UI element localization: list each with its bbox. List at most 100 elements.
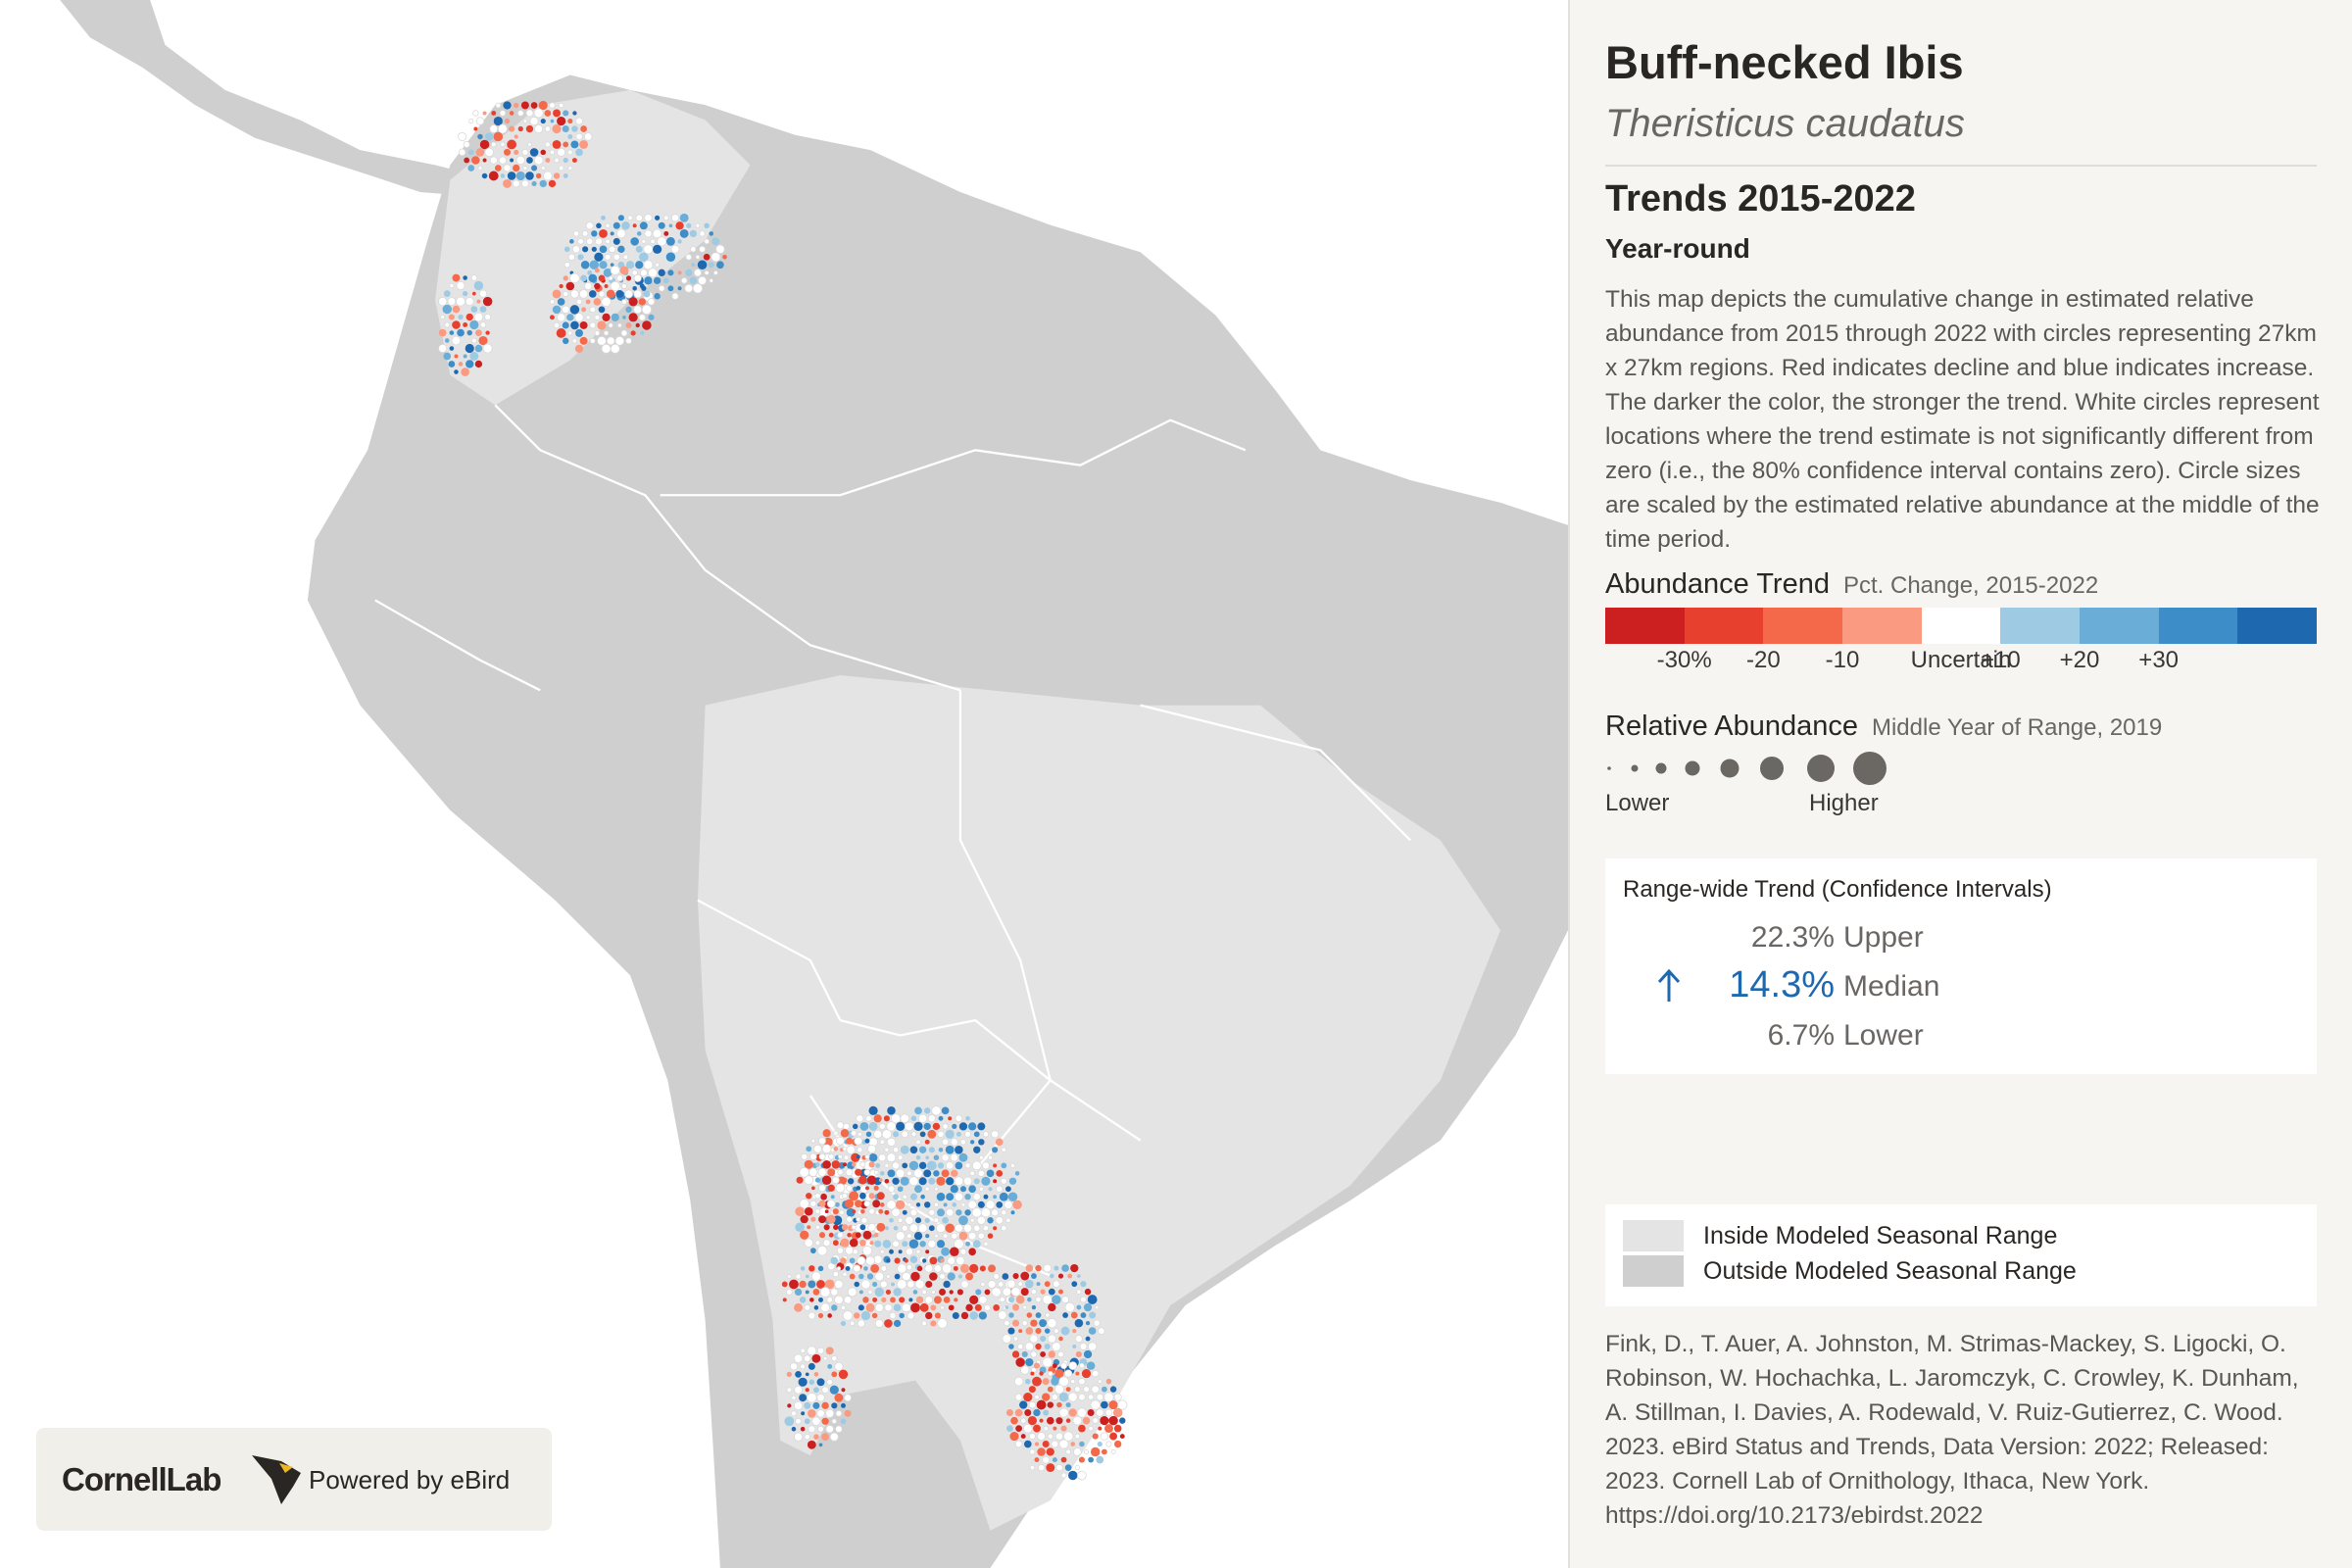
trend-dot [855,1232,861,1239]
trend-dot [791,1395,797,1400]
trend-dot [643,244,654,255]
trend-dot [477,166,483,171]
trend-dot [967,1200,977,1209]
trend-dot [1087,1409,1095,1417]
trend-dot [570,140,579,149]
trend-dot [991,1287,1002,1298]
trend-dot [490,141,497,148]
trend-dot [832,1208,839,1215]
trend-dot [867,1144,877,1153]
trend-dot [933,1296,942,1304]
trend-dot [1101,1386,1107,1393]
trend-dot [992,1147,999,1153]
trend-dot [552,289,562,299]
trend-dot [934,1233,939,1239]
trend-dot [856,1216,861,1222]
trend-dot [1058,1289,1063,1295]
trend-dot [897,1217,904,1223]
trend-dot [842,1147,848,1152]
trend-dot [648,268,659,278]
trend-dot [517,125,523,132]
trend-dot [1085,1336,1091,1342]
arrow-path [1657,968,1681,1002]
trend-dot [817,1425,824,1433]
trend-dot [443,352,452,361]
trend-dot [847,1178,855,1185]
trend-dot [1087,1394,1095,1400]
trend-dot [942,1233,949,1240]
trend-dot [1104,1408,1113,1417]
inside-swatch [1623,1220,1684,1251]
trend-dot [500,141,506,147]
trend-dot [709,231,714,236]
trend-dot [1062,1312,1068,1318]
trend-dot [905,1215,914,1225]
trend-dot [976,1215,986,1225]
trend-dot [826,1379,833,1386]
trend-dot [941,1263,953,1274]
trend-dot [879,1171,885,1176]
trend-dot [811,1353,821,1363]
trend-dot [930,1304,937,1311]
trend-dot [1006,1279,1016,1289]
trend-dot [644,276,653,285]
trend-dot [842,1122,851,1130]
trend-dot [906,1233,912,1240]
trend-dot [933,1217,940,1224]
trend-dot [849,1191,859,1201]
trend-dot [1012,1303,1020,1311]
trend-dot [648,314,655,320]
trend-dot [690,246,697,253]
trend-dot [606,336,615,346]
divider [1605,165,2317,167]
trend-dot [1108,1399,1118,1410]
trend-dot [438,296,448,307]
trend-dot [873,1129,883,1139]
trend-dot [697,260,708,270]
trend-dot [438,344,448,354]
trend-dot [1039,1319,1048,1328]
trend-dot [936,1240,946,1249]
trend-dot [567,166,573,171]
trend-dot [658,284,665,292]
trend-dot [715,244,725,254]
trend-dot [1009,1431,1019,1442]
trend-dot [910,1302,920,1313]
trend-dot [831,1160,841,1169]
trend-dot [509,111,514,116]
trend-dot [1086,1361,1096,1370]
trend-dot [881,1297,887,1302]
trend-dot [712,270,718,275]
trend-dot [1079,1441,1085,1447]
trend-dot [856,1114,864,1123]
trend-dot [927,1239,937,1249]
trend-dot [1033,1362,1041,1369]
trend-dot [1060,1456,1067,1463]
trend-dot [1068,1361,1078,1370]
trend-dot [817,1312,824,1319]
trend-dot [1048,1288,1055,1296]
trend-dot [610,231,614,236]
trend-dot [1043,1409,1050,1416]
trend-dot [1067,1392,1078,1402]
trend-dot [933,1201,939,1207]
trend-dot [918,1177,927,1186]
trend-dot [1065,1418,1071,1423]
trend-dot [1011,1350,1020,1358]
trend-dot [1020,1288,1029,1297]
trend-dot [625,322,632,328]
size-dot [1631,764,1639,772]
trend-dot [821,1433,830,1442]
trend-dot [786,1387,793,1394]
trend-dot [915,1202,921,1207]
trend-dot [849,1257,856,1264]
legend-title: Abundance Trend [1605,568,1830,600]
trend-dot [998,1281,1004,1288]
trend-dot [1015,1425,1022,1432]
trend-dot [1078,1424,1086,1433]
trend-dot [621,299,627,305]
legend-subtitle: Pct. Change, 2015-2022 [1842,572,2099,599]
trend-dot [879,1202,885,1207]
trend-dot [1063,1431,1074,1442]
trend-dot [635,322,640,328]
